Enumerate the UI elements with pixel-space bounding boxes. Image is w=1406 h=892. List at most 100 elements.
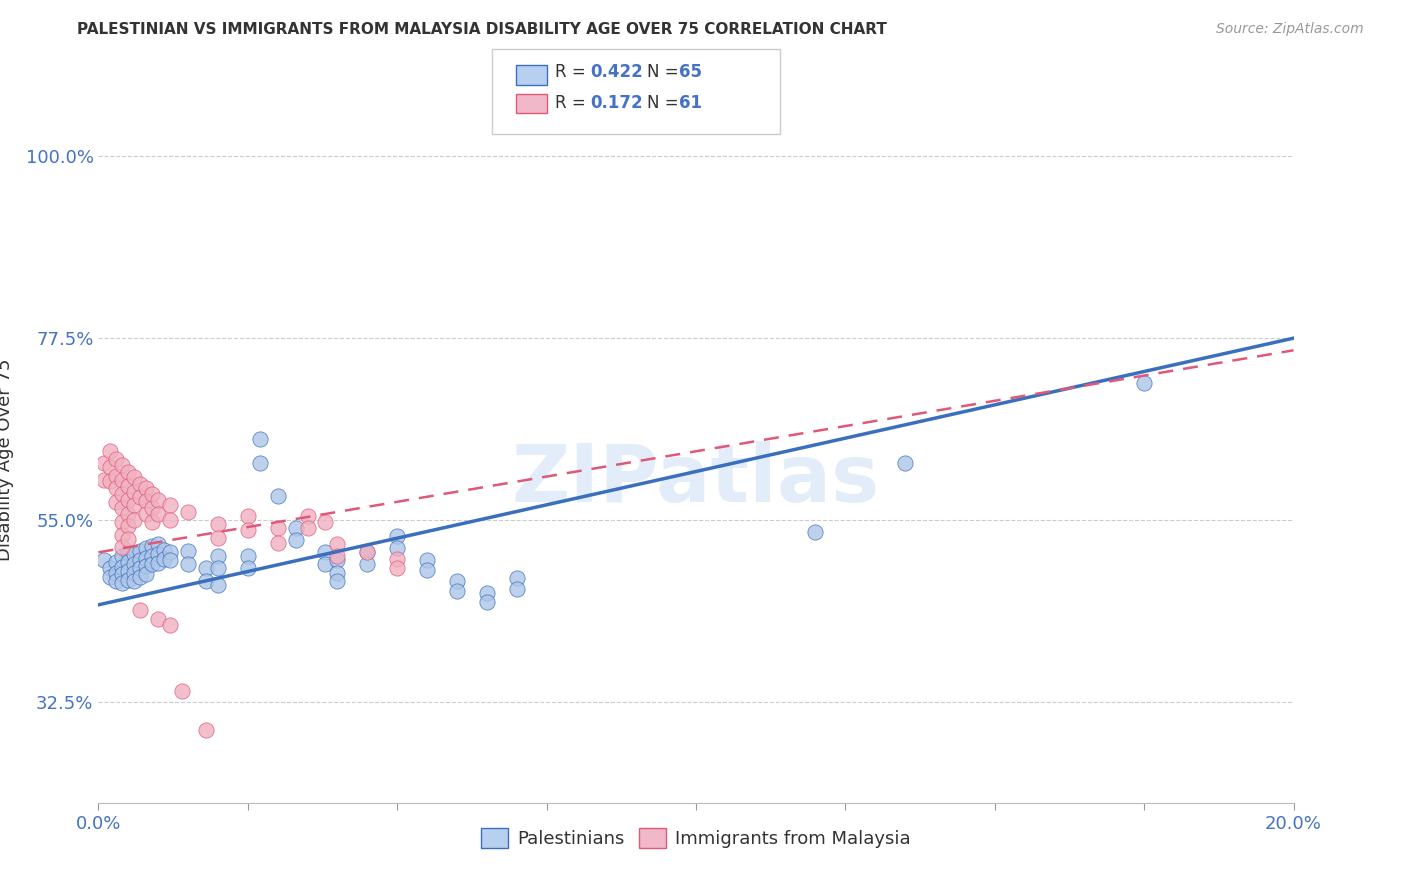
Point <box>105 468 128 483</box>
Point <box>98 444 122 458</box>
Y-axis label: Disability Age Over 75: Disability Age Over 75 <box>0 358 14 561</box>
Point <box>135 508 157 522</box>
Point <box>207 549 229 564</box>
Point <box>124 484 146 499</box>
Point <box>207 561 229 575</box>
Point <box>93 553 115 567</box>
Point <box>177 505 200 519</box>
Point <box>129 553 152 567</box>
Point <box>111 500 134 515</box>
Point <box>446 574 468 588</box>
Point <box>117 573 139 587</box>
Point <box>195 561 218 575</box>
Point <box>135 481 157 495</box>
Point <box>111 567 134 582</box>
Text: Source: ZipAtlas.com: Source: ZipAtlas.com <box>1216 22 1364 37</box>
Point <box>111 458 134 472</box>
Text: N =: N = <box>647 63 683 81</box>
Point <box>111 540 134 554</box>
Point <box>141 515 163 529</box>
Point <box>111 549 134 564</box>
Point <box>117 465 139 479</box>
Point <box>195 723 218 737</box>
Point <box>105 481 128 495</box>
Point <box>267 535 290 549</box>
Point <box>111 487 134 501</box>
Point <box>894 457 917 471</box>
Point <box>135 541 157 556</box>
Point <box>267 489 290 503</box>
Point <box>135 494 157 508</box>
Point <box>159 513 181 527</box>
Point <box>159 618 181 632</box>
Point <box>105 566 128 580</box>
Point <box>135 551 157 566</box>
Point <box>105 555 128 569</box>
Point <box>111 473 134 487</box>
Point <box>153 542 176 557</box>
Point <box>141 558 163 572</box>
Point <box>148 537 170 551</box>
Point <box>506 571 529 585</box>
Point <box>129 491 152 505</box>
Point <box>124 558 146 572</box>
Text: N =: N = <box>647 94 683 112</box>
Point <box>124 499 146 513</box>
Point <box>172 684 194 698</box>
Point <box>129 561 152 575</box>
Legend: Palestinians, Immigrants from Malaysia: Palestinians, Immigrants from Malaysia <box>474 821 918 855</box>
Point <box>141 549 163 564</box>
Point <box>315 558 337 572</box>
Point <box>159 499 181 513</box>
Point <box>129 476 152 491</box>
Point <box>111 527 134 541</box>
Point <box>93 457 115 471</box>
Point <box>356 545 378 559</box>
Point <box>475 585 498 599</box>
Point <box>117 519 139 533</box>
Point <box>385 541 409 556</box>
Point <box>148 556 170 570</box>
Point <box>315 515 337 529</box>
Text: 0.422: 0.422 <box>591 63 644 81</box>
Point <box>148 492 170 507</box>
Point <box>236 508 259 523</box>
Point <box>135 567 157 582</box>
Point <box>356 545 378 559</box>
Point <box>236 523 259 537</box>
Point <box>195 574 218 588</box>
Point <box>117 564 139 578</box>
Point <box>385 529 409 543</box>
Point <box>135 559 157 574</box>
Point <box>326 553 349 567</box>
Point <box>1133 376 1156 390</box>
Point <box>326 574 349 588</box>
Point <box>124 547 146 561</box>
Point <box>177 543 200 558</box>
Point <box>129 603 152 617</box>
Point <box>153 551 176 566</box>
Point <box>141 487 163 501</box>
Point <box>124 513 146 527</box>
Point <box>98 474 122 488</box>
Point <box>177 558 200 572</box>
Point <box>159 545 181 559</box>
Point <box>141 539 163 553</box>
Point <box>315 545 337 559</box>
Point <box>129 543 152 558</box>
Point <box>105 495 128 509</box>
Point <box>326 537 349 551</box>
Point <box>148 611 170 625</box>
Point <box>117 545 139 559</box>
Point <box>141 500 163 515</box>
Point <box>267 521 290 535</box>
Point <box>446 584 468 599</box>
Point <box>236 561 259 575</box>
Point <box>297 521 319 535</box>
Point <box>207 531 229 545</box>
Point <box>148 507 170 521</box>
Point <box>117 479 139 493</box>
Point <box>506 582 529 596</box>
Point <box>326 566 349 580</box>
Point <box>124 470 146 484</box>
